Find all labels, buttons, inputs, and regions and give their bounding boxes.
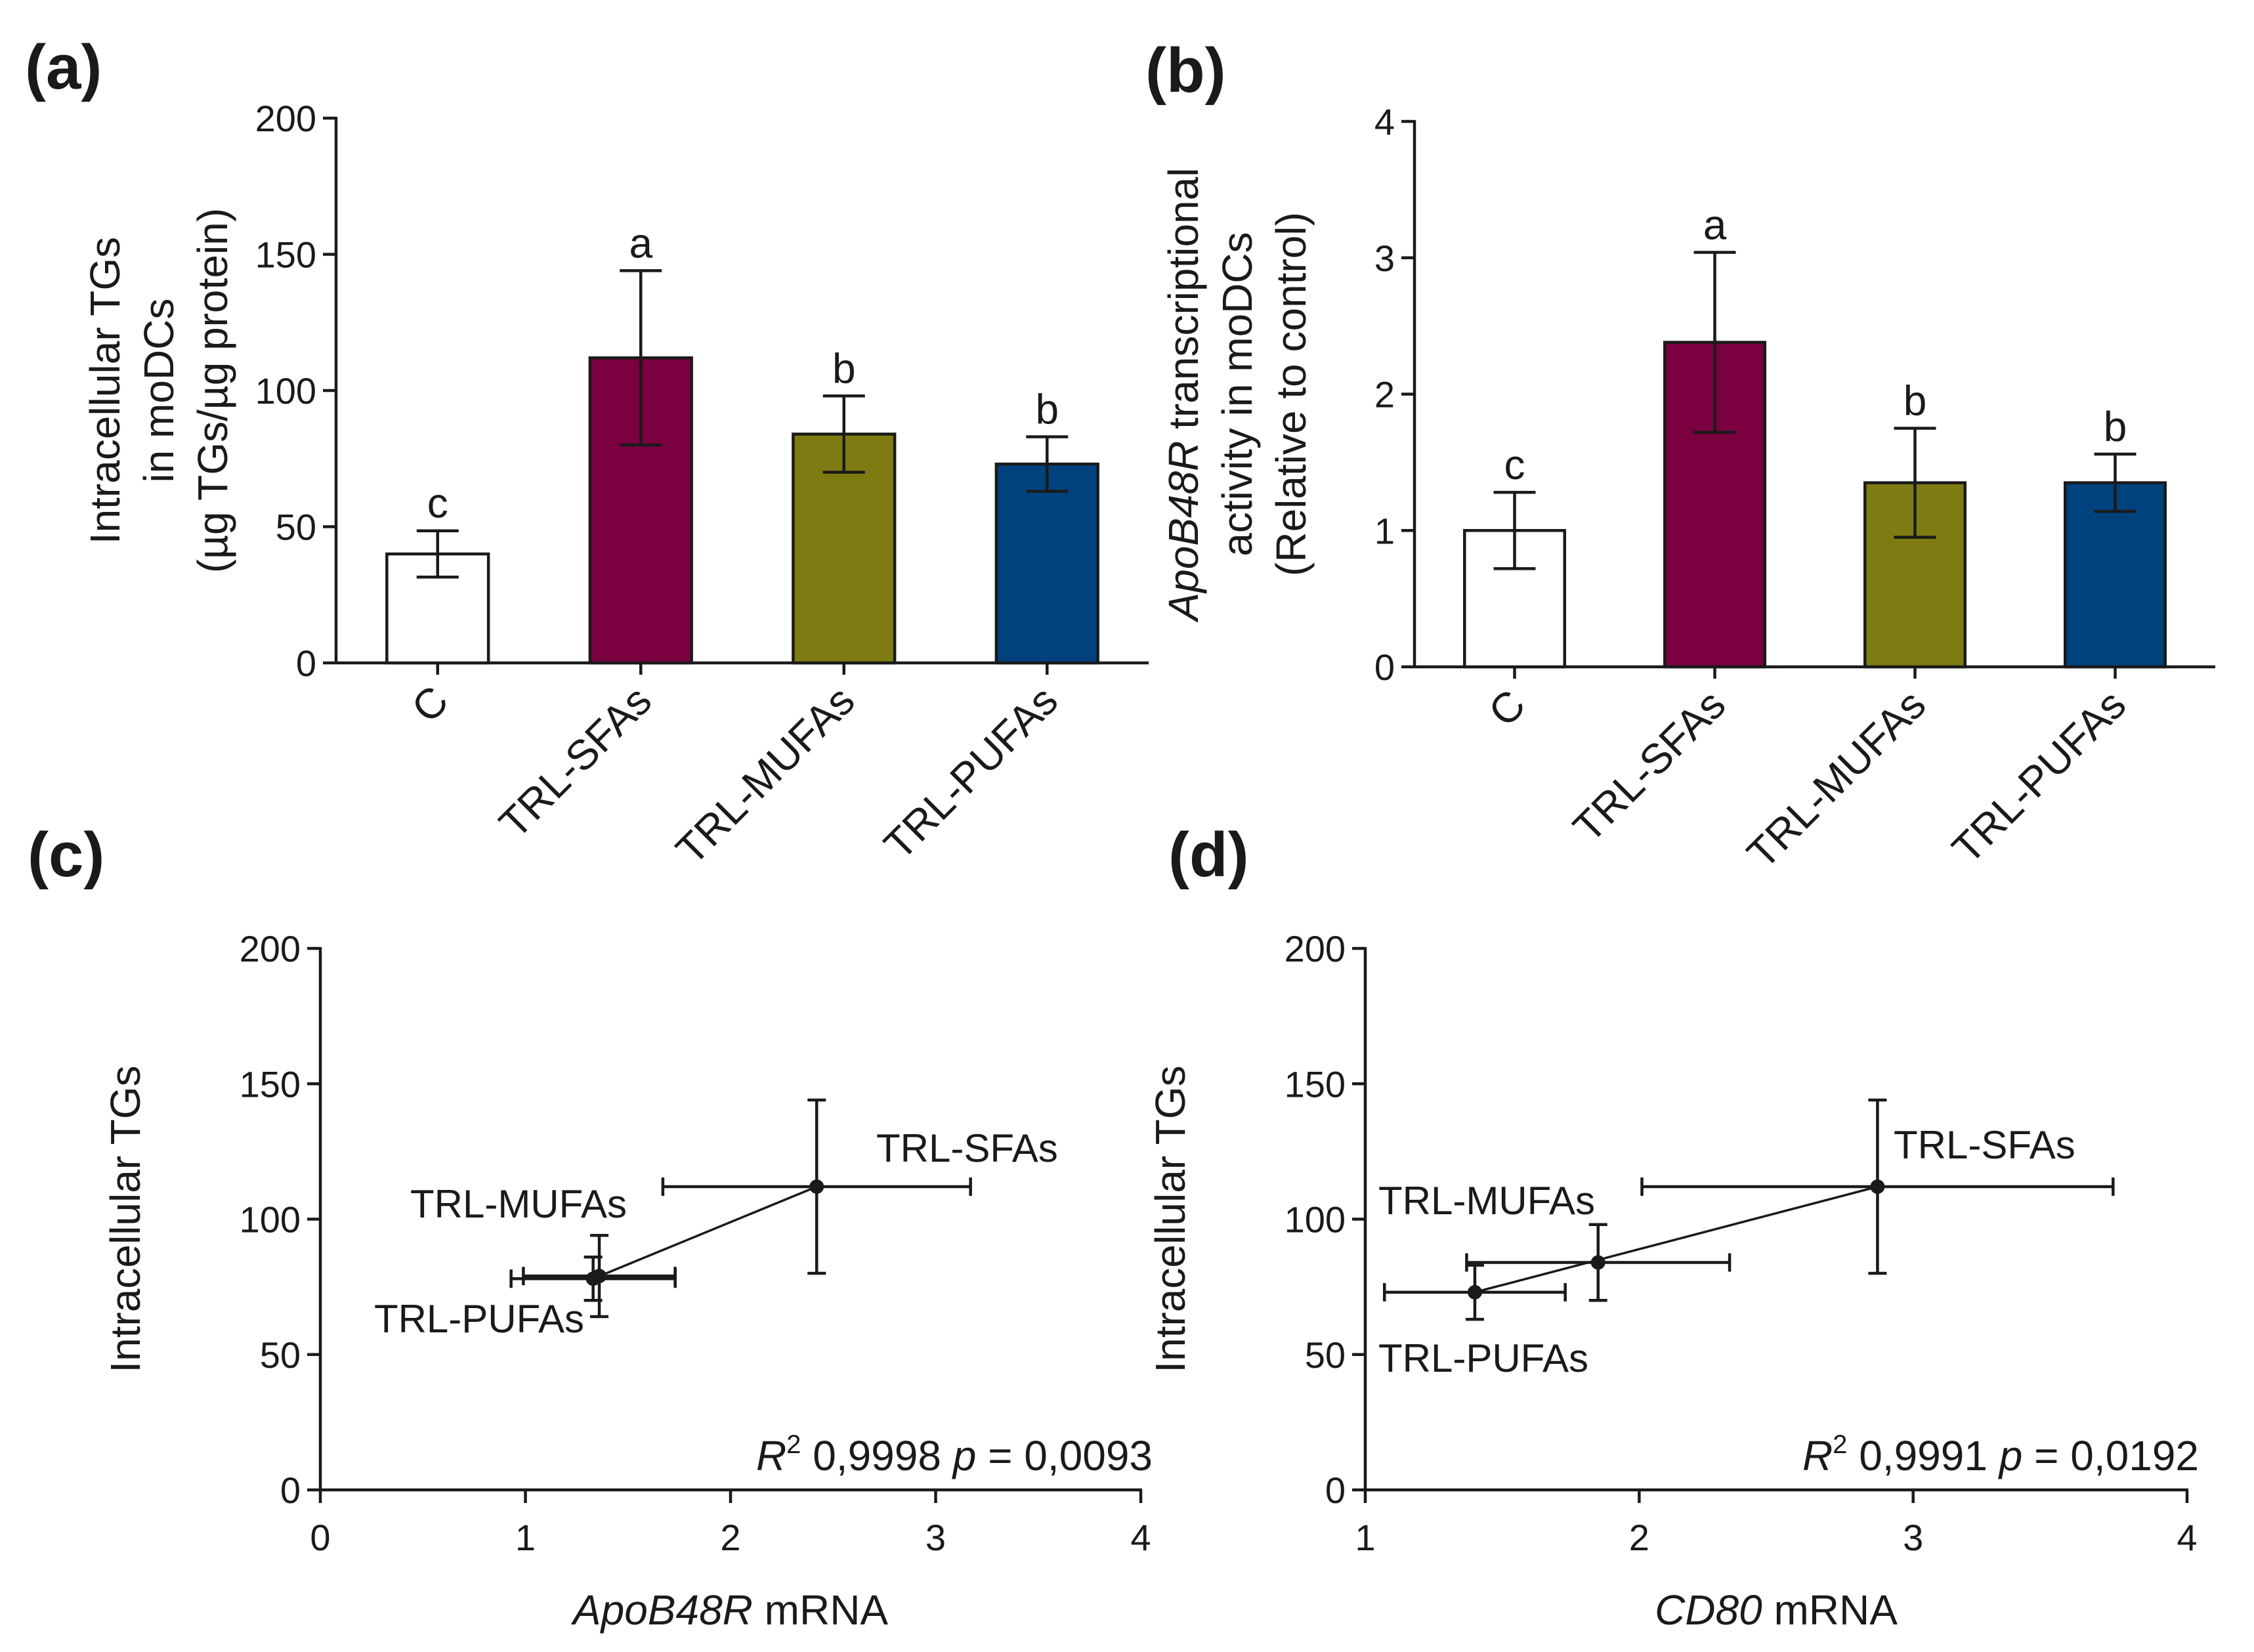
x-axis-title-italic: CD80 xyxy=(1655,1586,1774,1634)
panel-c: (c) 0 50 100 150 200 0 1 2 3 4 TRL-SFAs TRL-MUFAs TRL… xyxy=(28,820,1153,1634)
significance-letter: b xyxy=(1035,386,1059,433)
x-tick-label: 1 xyxy=(1355,1517,1375,1558)
p-symbol: p xyxy=(1998,1432,2023,1479)
x-axis-title-rest: mRNA xyxy=(765,1586,889,1634)
y-tick-label: 0 xyxy=(1374,646,1395,688)
data-point xyxy=(1590,1255,1605,1270)
significance-letter: a xyxy=(1703,201,1727,248)
stats-annotation: R2 0,9998 p = 0,0093 xyxy=(756,1430,1153,1479)
panel-b: (b) 0 1 2 3 4 c Ca TRL-SFAs b TRL-MUFAs b TRL-PUFAs A… xyxy=(1145,35,2215,878)
y-axis-title-rest: transcriptional xyxy=(1160,167,1207,429)
panel-d: (d) 0 50 100 150 200 1 2 3 4 TRL-SFAs TRL-MUFAs TRL-… xyxy=(1147,820,2199,1634)
category-label: C xyxy=(1479,681,1535,736)
r2-superscript: 2 xyxy=(786,1430,801,1459)
y-axis-title-line: Intracellular TGs xyxy=(81,237,129,544)
r2-symbol: R xyxy=(1802,1432,1833,1479)
y-axis-title: Intracellular TGs xyxy=(1147,1065,1194,1372)
p-value: = 0,0192 xyxy=(2022,1432,2199,1479)
x-tick-label: 1 xyxy=(515,1517,536,1558)
category-label: TRL-MUFAs xyxy=(667,677,864,874)
category-label: TRL-PUFAs xyxy=(875,677,1067,868)
r2-superscript: 2 xyxy=(1833,1430,1847,1459)
x-axis-title: CD80 mRNA xyxy=(1655,1586,1898,1634)
data-point xyxy=(585,1271,601,1286)
category-label: TRL-MUFAs xyxy=(1738,681,1935,878)
significance-letter: b xyxy=(2104,403,2127,450)
y-tick-label: 4 xyxy=(1374,101,1395,142)
y-axis-title-line: (µg TGs/µg protein) xyxy=(189,208,236,573)
y-tick-label: 200 xyxy=(255,98,316,139)
y-tick-label: 3 xyxy=(1374,238,1395,279)
y-tick-label: 200 xyxy=(240,928,301,969)
y-axis-title-line: (Relative to control) xyxy=(1267,212,1315,576)
data-point xyxy=(1467,1284,1482,1300)
y-tick-label: 2 xyxy=(1374,374,1395,415)
y-axis-title: Intracellular TGs in moDCs (µg TGs/µg prot… xyxy=(81,208,236,573)
significance-letter: a xyxy=(629,219,652,266)
y-axis-title-italic: ApoB48R xyxy=(1160,429,1207,624)
category-label: C xyxy=(402,677,457,732)
y-tick-label: 100 xyxy=(240,1199,301,1240)
stats-annotation: R2 0,9991 p = 0,0192 xyxy=(1802,1430,2199,1479)
r2-value: 0,9998 xyxy=(801,1432,952,1479)
y-tick-label: 1 xyxy=(1374,510,1395,551)
y-tick-label: 200 xyxy=(1285,928,1346,969)
data-point xyxy=(1870,1179,1885,1194)
panel-label: (b) xyxy=(1145,35,1226,106)
regression-line xyxy=(1474,1185,1878,1294)
bar xyxy=(994,462,1099,665)
panel-label: (d) xyxy=(1168,820,1249,890)
point-label: TRL-SFAs xyxy=(876,1126,1058,1170)
significance-letter: c xyxy=(427,480,448,527)
y-axis-title-line: ApoB48R transcriptional xyxy=(1160,167,1207,623)
y-tick-label: 100 xyxy=(1285,1199,1346,1240)
x-axis-title-rest: mRNA xyxy=(1774,1586,1898,1634)
p-symbol: p xyxy=(952,1432,977,1479)
x-tick-label: 3 xyxy=(925,1517,946,1558)
y-axis-title-line: activity in moDCs xyxy=(1214,232,1261,556)
x-tick-label: 4 xyxy=(2177,1517,2197,1558)
x-tick-label: 2 xyxy=(720,1517,740,1558)
y-tick-label: 0 xyxy=(1325,1470,1346,1511)
point-label: TRL-MUFAs xyxy=(410,1182,627,1226)
p-value: = 0,0093 xyxy=(976,1432,1153,1479)
category-label: TRL-SFAs xyxy=(1564,681,1735,851)
x-tick-label: 4 xyxy=(1130,1517,1151,1558)
x-tick-label: 2 xyxy=(1629,1517,1649,1558)
x-tick-label: 0 xyxy=(310,1517,330,1558)
x-axis-title: ApoB48R mRNA xyxy=(570,1586,889,1634)
point-label: TRL-PUFAs xyxy=(374,1297,584,1341)
y-axis-title: ApoB48R transcriptional activity in moDCs… xyxy=(1160,167,1315,623)
data-point xyxy=(809,1179,824,1194)
x-axis-title-italic: ApoB48R xyxy=(570,1586,765,1634)
y-tick-label: 150 xyxy=(1285,1063,1346,1105)
regression-line xyxy=(592,1185,817,1280)
y-tick-label: 150 xyxy=(240,1063,301,1105)
significance-letter: b xyxy=(1903,377,1927,424)
significance-letter: c xyxy=(1504,441,1525,488)
panel-label: (a) xyxy=(25,32,102,102)
panel-label: (c) xyxy=(28,820,104,890)
y-tick-label: 0 xyxy=(296,643,316,684)
category-label: TRL-PUFAs xyxy=(1943,681,2135,872)
x-tick-label: 3 xyxy=(1903,1517,1923,1558)
r2-value: 0,9991 xyxy=(1847,1432,1999,1479)
y-tick-label: 50 xyxy=(1305,1334,1346,1376)
y-tick-label: 150 xyxy=(255,234,316,276)
category-label: TRL-SFAs xyxy=(490,677,661,847)
y-tick-label: 50 xyxy=(276,507,316,548)
y-tick-label: 100 xyxy=(255,370,316,412)
point-label: TRL-PUFAs xyxy=(1378,1336,1588,1380)
point-label: TRL-MUFAs xyxy=(1378,1179,1595,1223)
bar xyxy=(2064,481,2167,669)
point-label: TRL-SFAs xyxy=(1894,1123,2075,1167)
y-tick-label: 0 xyxy=(280,1470,301,1511)
panel-a: (a) 0 50 100 150 200 c Ca TRL-SFAs b TRL-MUFAs b TRL… xyxy=(25,32,1149,874)
y-axis-title: Intracellular TGs xyxy=(102,1065,149,1372)
y-tick-label: 50 xyxy=(260,1334,301,1376)
r2-symbol: R xyxy=(756,1432,786,1479)
y-axis-title-line: in moDCs xyxy=(135,299,182,483)
significance-letter: b xyxy=(832,345,856,392)
